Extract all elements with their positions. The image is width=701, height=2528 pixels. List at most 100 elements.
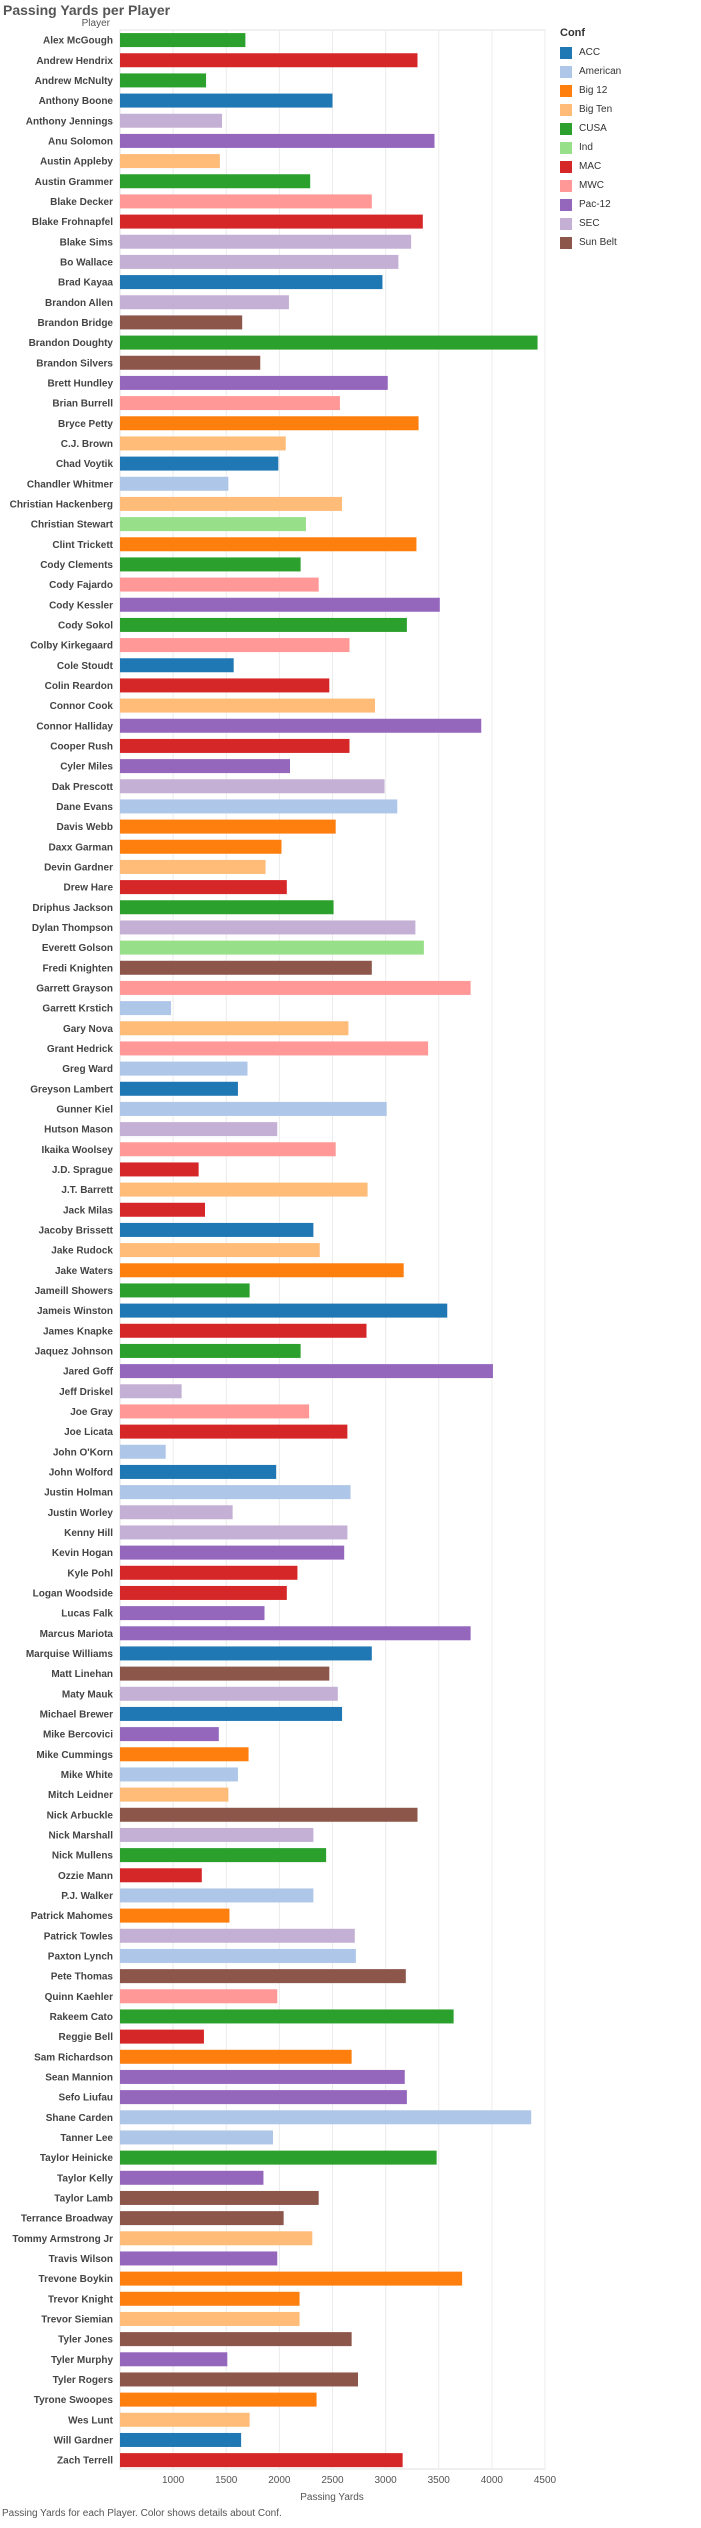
bar[interactable] (120, 133, 435, 148)
bar[interactable] (120, 1424, 348, 1439)
bar[interactable] (120, 2251, 278, 2266)
bar[interactable] (120, 315, 243, 330)
bar[interactable] (120, 2311, 300, 2326)
bar[interactable] (120, 375, 388, 390)
bar[interactable] (120, 980, 471, 995)
bar[interactable] (120, 2110, 532, 2125)
bar[interactable] (120, 1182, 368, 1197)
bar[interactable] (120, 2090, 407, 2105)
bar[interactable] (120, 1384, 182, 1399)
bar[interactable] (120, 638, 350, 653)
bar[interactable] (120, 617, 407, 632)
bar[interactable] (120, 93, 333, 108)
bar[interactable] (120, 1061, 248, 1076)
bar[interactable] (120, 1505, 233, 1520)
bar[interactable] (120, 1545, 345, 1560)
bar[interactable] (120, 1827, 314, 1842)
legend-item[interactable]: Big 12 (560, 81, 695, 100)
bar[interactable] (120, 1303, 448, 1318)
bar[interactable] (120, 1666, 330, 1681)
bar[interactable] (120, 658, 234, 673)
bar[interactable] (120, 2412, 250, 2427)
bar[interactable] (120, 1444, 166, 1459)
bar[interactable] (120, 1706, 343, 1721)
bar[interactable] (120, 2069, 405, 2084)
bar[interactable] (120, 2190, 319, 2205)
legend-item[interactable]: Pac-12 (560, 195, 695, 214)
bar[interactable] (120, 1585, 287, 1600)
bar[interactable] (120, 839, 282, 854)
bar[interactable] (120, 2271, 463, 2286)
bar[interactable] (120, 759, 290, 774)
bar[interactable] (120, 2432, 242, 2447)
bar[interactable] (120, 1646, 372, 1661)
bar[interactable] (120, 960, 372, 975)
bar[interactable] (120, 557, 301, 572)
bar[interactable] (120, 1343, 301, 1358)
bar[interactable] (120, 1485, 351, 1500)
legend-item[interactable]: ACC (560, 43, 695, 62)
bar[interactable] (120, 496, 343, 511)
bar[interactable] (120, 738, 350, 753)
bar[interactable] (120, 335, 538, 350)
bar[interactable] (120, 920, 416, 935)
bar[interactable] (120, 73, 207, 88)
bar[interactable] (120, 577, 319, 592)
bar[interactable] (120, 2049, 352, 2064)
bar[interactable] (120, 456, 279, 471)
bar[interactable] (120, 1727, 219, 1742)
legend-item[interactable]: American (560, 62, 695, 81)
bar[interactable] (120, 1243, 320, 1258)
bar[interactable] (120, 2029, 204, 2044)
bar[interactable] (120, 2130, 273, 2145)
bar[interactable] (120, 1364, 493, 1379)
legend-item[interactable]: CUSA (560, 119, 695, 138)
bar[interactable] (120, 1767, 238, 1782)
bar[interactable] (120, 799, 398, 814)
bar[interactable] (120, 2009, 454, 2024)
bar[interactable] (120, 53, 418, 68)
bar[interactable] (120, 194, 372, 209)
bar[interactable] (120, 1283, 250, 1298)
bar[interactable] (120, 1404, 310, 1419)
bar[interactable] (120, 2392, 317, 2407)
bar[interactable] (120, 2453, 403, 2468)
legend-item[interactable]: SEC (560, 214, 695, 233)
bar[interactable] (120, 436, 286, 451)
bar[interactable] (120, 2352, 228, 2367)
bar[interactable] (120, 1787, 229, 1802)
bar[interactable] (120, 1021, 349, 1036)
bar[interactable] (120, 2372, 358, 2387)
bar[interactable] (120, 1848, 327, 1863)
bar[interactable] (120, 1908, 230, 1923)
bar[interactable] (120, 1101, 387, 1116)
bar[interactable] (120, 678, 330, 693)
bar[interactable] (120, 1747, 249, 1762)
bar[interactable] (120, 254, 399, 269)
bar[interactable] (120, 1041, 429, 1056)
bar[interactable] (120, 2211, 284, 2226)
bar[interactable] (120, 940, 424, 955)
bar[interactable] (120, 174, 311, 189)
bar[interactable] (120, 1001, 171, 1016)
bar[interactable] (120, 1807, 418, 1822)
bar[interactable] (120, 1626, 471, 1641)
bar[interactable] (120, 537, 417, 552)
bar[interactable] (120, 880, 287, 895)
legend-item[interactable]: MWC (560, 176, 695, 195)
bar[interactable] (120, 2150, 437, 2165)
bar[interactable] (120, 718, 482, 733)
bar[interactable] (120, 698, 375, 713)
bar[interactable] (120, 416, 419, 431)
bar[interactable] (120, 113, 222, 128)
bar[interactable] (120, 1928, 355, 1943)
bar[interactable] (120, 1122, 278, 1137)
bar[interactable] (120, 859, 266, 874)
bar[interactable] (120, 819, 336, 834)
legend-item[interactable]: Big Ten (560, 100, 695, 119)
bar[interactable] (120, 1969, 406, 1984)
legend-item[interactable]: Ind (560, 138, 695, 157)
bar[interactable] (120, 597, 440, 612)
bar[interactable] (120, 154, 220, 169)
bar[interactable] (120, 2231, 313, 2246)
